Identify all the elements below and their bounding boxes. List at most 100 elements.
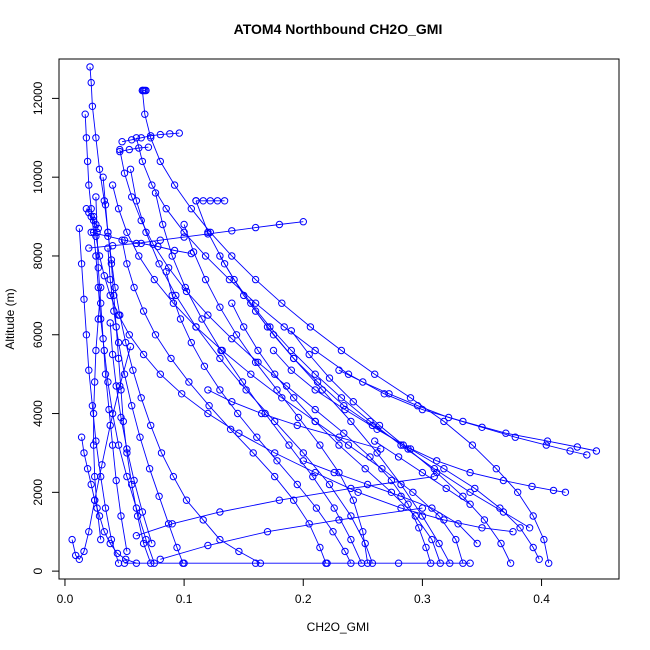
y-tick-label: 2000 [31,479,45,506]
data-point [192,323,200,331]
data-point [228,398,236,406]
data-point [92,193,100,201]
data-point [204,311,212,319]
series-line [119,149,432,564]
data-point [112,476,120,485]
series-2 [138,86,553,567]
data-point [94,224,103,233]
data-point [151,189,160,197]
data-point [97,299,105,307]
series-19 [269,346,543,563]
data-point [137,239,145,248]
data-point [95,512,104,520]
data-point [120,169,129,177]
data-point [444,413,453,422]
data-point [199,197,207,205]
data-point [499,476,508,485]
data-point [148,539,156,548]
data-point [542,441,550,449]
data-point [285,441,293,449]
data-point [182,496,191,504]
data-point [368,421,377,430]
data-point [240,291,248,300]
data-point [409,488,417,496]
data-point [95,165,104,174]
data-point [154,242,162,251]
y-tick-label: 0 [31,567,45,574]
data-point [205,402,213,410]
data-point [125,331,134,339]
data-point [418,468,427,477]
series-line [290,330,512,564]
data-point [230,275,238,284]
chart-title: ATOM4 Northbound CH2O_GMI [234,21,443,37]
data-point [275,496,284,504]
data-point [88,402,97,410]
data-point [112,323,120,331]
data-point [430,465,438,473]
data-point [112,382,120,390]
data-point [311,468,319,477]
data-point [132,197,141,205]
data-point [363,480,372,489]
series-line [107,248,184,564]
data-point [496,504,504,512]
data-point [492,465,500,473]
data-point [459,417,467,426]
data-point [147,134,155,142]
data-point [226,425,235,433]
data-point [99,335,107,343]
data-point [83,465,92,473]
data-point [535,555,543,563]
data-point [155,260,163,268]
data-point [228,299,236,307]
data-point [104,232,112,241]
data-point [137,134,145,142]
data-point [159,220,167,229]
data-point [151,331,160,339]
data-point [249,449,257,457]
data-point [313,378,322,386]
data-point [132,532,141,540]
data-point [167,354,175,363]
x-tick-label: 0.3 [414,592,431,606]
data-point [182,287,191,296]
data-point [156,130,165,139]
data-point [305,350,313,359]
data-point [111,283,119,292]
data-point [380,390,388,398]
data-point [454,520,462,528]
data-point [428,535,436,544]
data-point [204,230,212,238]
data-point [100,272,109,280]
series-32 [120,559,474,567]
data-point [275,220,284,229]
series-35 [89,283,105,544]
data-point [87,212,95,221]
data-point [251,559,260,567]
data-point [88,102,97,111]
data-point [75,224,84,233]
data-point [251,358,260,366]
data-point [97,535,105,544]
data-point [101,201,110,209]
x-tick-label: 0.2 [295,592,312,606]
data-point [92,220,100,229]
data-point [108,350,117,359]
data-point [335,468,343,477]
data-point [271,370,279,378]
data-point [287,366,295,374]
data-point [189,248,198,256]
data-point [92,134,100,142]
data-point [187,249,196,258]
data-point [509,528,517,536]
data-point [128,402,136,410]
data-point [361,465,369,473]
data-point [162,205,170,213]
data-point [85,528,93,536]
data-point [516,524,524,532]
data-point [335,366,343,374]
data-point [341,547,349,556]
data-point [170,181,179,189]
data-point [354,488,362,496]
